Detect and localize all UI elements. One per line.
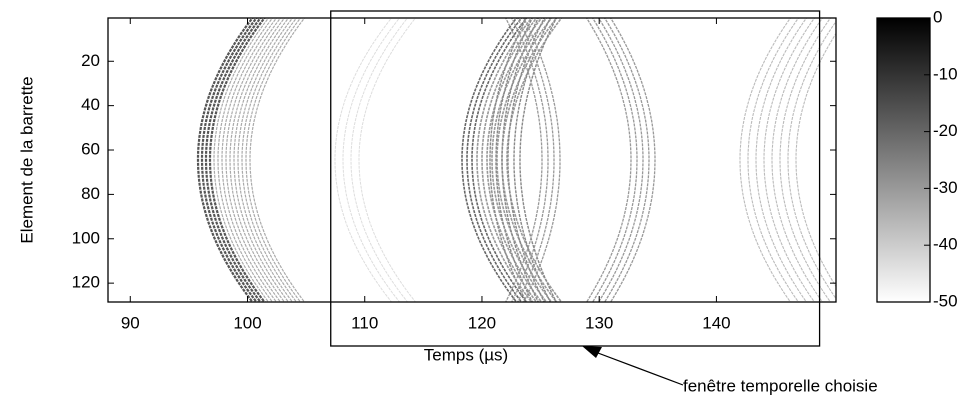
wavefront: [213, 18, 270, 302]
y-tick-label: 80: [81, 184, 100, 203]
wavefront: [585, 18, 632, 302]
wavefront: [225, 18, 282, 302]
colorbar-tick-label: -30: [933, 178, 958, 197]
y-tick-label: 100: [72, 228, 100, 247]
wavefront: [516, 18, 555, 302]
arrow-head: [582, 346, 602, 358]
time-window: [330, 10, 821, 347]
colorbar-tick-label: -20: [933, 121, 958, 140]
wavefront: [241, 18, 298, 302]
wavefront: [522, 18, 561, 302]
plot-frame: [107, 17, 837, 303]
wavefront: [779, 18, 832, 302]
wavefront: [510, 18, 549, 302]
x-tick-label: 140: [702, 313, 730, 332]
colorbar-tick-label: -10: [933, 64, 958, 83]
colorbar-tick-label: 0: [933, 7, 942, 26]
annotation: fenêtre temporelle choisie: [683, 376, 878, 395]
wavefront: [771, 18, 824, 302]
wavefront: [200, 18, 258, 302]
wavefront: [513, 18, 552, 302]
wavefront: [787, 20, 836, 300]
x-tick-label: 120: [468, 313, 496, 332]
wavefront: [233, 18, 290, 302]
wavefront: [591, 18, 638, 302]
wavefront: [504, 18, 543, 302]
wavefront: [763, 18, 816, 302]
wavefront: [507, 18, 546, 302]
wavefront: [249, 18, 306, 302]
image: [196, 18, 836, 302]
wavefront: [755, 18, 808, 302]
wavefront: [196, 18, 254, 302]
wavefront: [350, 18, 409, 302]
wavefront: [217, 18, 274, 302]
x-tick-label: 90: [121, 313, 140, 332]
wavefront: [481, 18, 538, 302]
wavefront: [342, 18, 401, 302]
wavefront: [489, 18, 528, 302]
y-tick-label: 60: [81, 140, 100, 159]
wavefront: [795, 32, 836, 288]
wavefront: [471, 18, 528, 302]
x-axis-label: Temps (µs): [424, 345, 508, 364]
colorbar-tick-label: -50: [933, 291, 958, 310]
x-tick-label: 110: [351, 313, 378, 332]
wavefront: [491, 18, 548, 302]
wavefront: [495, 18, 534, 302]
colorbar: [876, 17, 931, 303]
arrow: [589, 349, 684, 386]
wavefront: [204, 18, 262, 302]
wavefront: [506, 18, 563, 302]
wavefront: [358, 18, 417, 302]
x-tick-label: 130: [585, 313, 613, 332]
y-tick-label: 40: [81, 95, 100, 114]
wavefront: [597, 18, 644, 302]
wavefront: [237, 18, 294, 302]
wavefront: [739, 18, 792, 302]
wavefront: [334, 18, 393, 302]
x-tick-label: 100: [233, 313, 261, 332]
y-tick-label: 120: [72, 273, 100, 292]
wavefront: [229, 18, 286, 302]
wavefront: [501, 18, 540, 302]
wavefront: [476, 18, 533, 302]
wavefront: [519, 18, 558, 302]
y-tick-label: 20: [81, 51, 100, 70]
wavefront: [221, 18, 278, 302]
wavefront: [496, 18, 553, 302]
wavefront: [208, 18, 266, 302]
wavefront: [245, 18, 302, 302]
colorbar-tick-label: -40: [933, 235, 958, 254]
y-axis-label: Element de la barrette: [17, 76, 36, 243]
wavefront: [747, 18, 800, 302]
wavefront: [466, 18, 523, 302]
wavefront: [461, 18, 518, 302]
